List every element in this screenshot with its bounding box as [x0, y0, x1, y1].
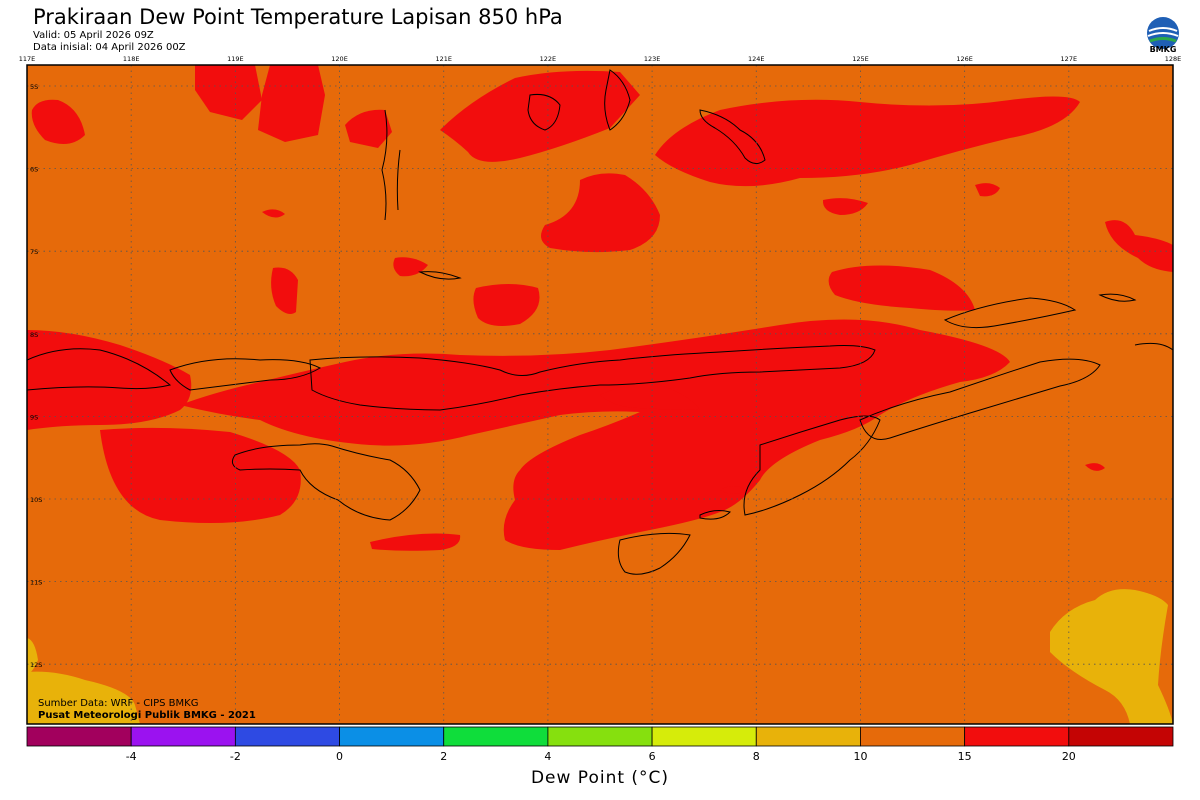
- colorbar-labels: -4 -2 0 2 4 6 8 10 15 20: [126, 750, 1076, 763]
- longitude-tick-label: 124E: [748, 55, 765, 63]
- colorbar-segment: [339, 726, 445, 747]
- colorbar-tick-label: 15: [958, 750, 972, 763]
- graticule: [27, 65, 1173, 724]
- latitude-tick-label: 8S: [30, 331, 38, 339]
- data-source: Sumber Data: WRF - CIPS BMKG: [38, 698, 199, 709]
- longitude-tick-label: 121E: [435, 55, 452, 63]
- colorbar-tick-label: 8: [753, 750, 760, 763]
- longitude-tick-label: 120E: [331, 55, 348, 63]
- bmkg-logo-icon: [1147, 17, 1179, 49]
- colorbar-segment: [26, 726, 132, 747]
- colorbar-segment: [547, 726, 653, 747]
- longitude-tick-label: 125E: [852, 55, 869, 63]
- colorbar-segment: [860, 726, 966, 747]
- latitude-tick-label: 11S: [30, 579, 42, 587]
- latitude-tick-label: 9S: [30, 413, 38, 421]
- longitude-tick-label: 119E: [227, 55, 244, 63]
- logo-text: BMKG: [1149, 45, 1177, 54]
- latitude-ticks: 5S 6S 7S 8S 9S 10S 11S 12S: [30, 83, 42, 669]
- colorbar-segment: [443, 726, 549, 747]
- longitude-tick-label: 123E: [644, 55, 661, 63]
- colorbar-tick-label: 10: [853, 750, 867, 763]
- latitude-tick-label: 7S: [30, 248, 38, 256]
- colorbar-segment: [1068, 726, 1174, 747]
- latitude-tick-label: 12S: [30, 661, 42, 669]
- colorbar-tick-label: 6: [649, 750, 656, 763]
- valid-time: Valid: 05 April 2026 09Z: [33, 30, 154, 41]
- colorbar-segment: [130, 726, 236, 747]
- longitude-tick-label: 117E: [19, 55, 36, 63]
- dewpoint-15-20-zones: [27, 65, 1173, 551]
- longitude-tick-label: 128E: [1165, 55, 1182, 63]
- colorbar: [26, 726, 1174, 747]
- map-frame: [26, 64, 1174, 725]
- colorbar-tick-label: 0: [336, 750, 343, 763]
- init-time: Data inisial: 04 April 2026 00Z: [33, 42, 186, 53]
- publisher-text: Pusat Meteorologi Publik BMKG - 2021: [38, 710, 256, 721]
- colorbar-tick-label: 20: [1062, 750, 1076, 763]
- colorbar-tick-label: -4: [126, 750, 137, 763]
- longitude-ticks: 117E 118E 119E 120E 121E 122E 123E 124E 125E 126E…: [19, 55, 1182, 63]
- longitude-tick-label: 126E: [956, 55, 973, 63]
- latitude-tick-label: 10S: [30, 496, 42, 504]
- latitude-tick-label: 5S: [30, 83, 38, 91]
- colorbar-tick-label: -2: [230, 750, 241, 763]
- dewpoint-10-15-zones: [27, 589, 1173, 724]
- colorbar-title: Dew Point (°C): [530, 768, 670, 788]
- longitude-tick-label: 127E: [1061, 55, 1078, 63]
- colorbar-segment: [964, 726, 1070, 747]
- colorbar-segment: [651, 726, 757, 747]
- map-title: Prakiraan Dew Point Temperature Lapisan …: [33, 5, 563, 29]
- colorbar-tick-label: 2: [440, 750, 447, 763]
- colorbar-tick-label: 4: [544, 750, 551, 763]
- colorbar-segment: [755, 726, 861, 747]
- longitude-tick-label: 122E: [540, 55, 557, 63]
- longitude-tick-label: 118E: [123, 55, 140, 63]
- coastlines: [27, 69, 1173, 575]
- latitude-tick-label: 6S: [30, 166, 38, 174]
- colorbar-segment: [234, 726, 340, 747]
